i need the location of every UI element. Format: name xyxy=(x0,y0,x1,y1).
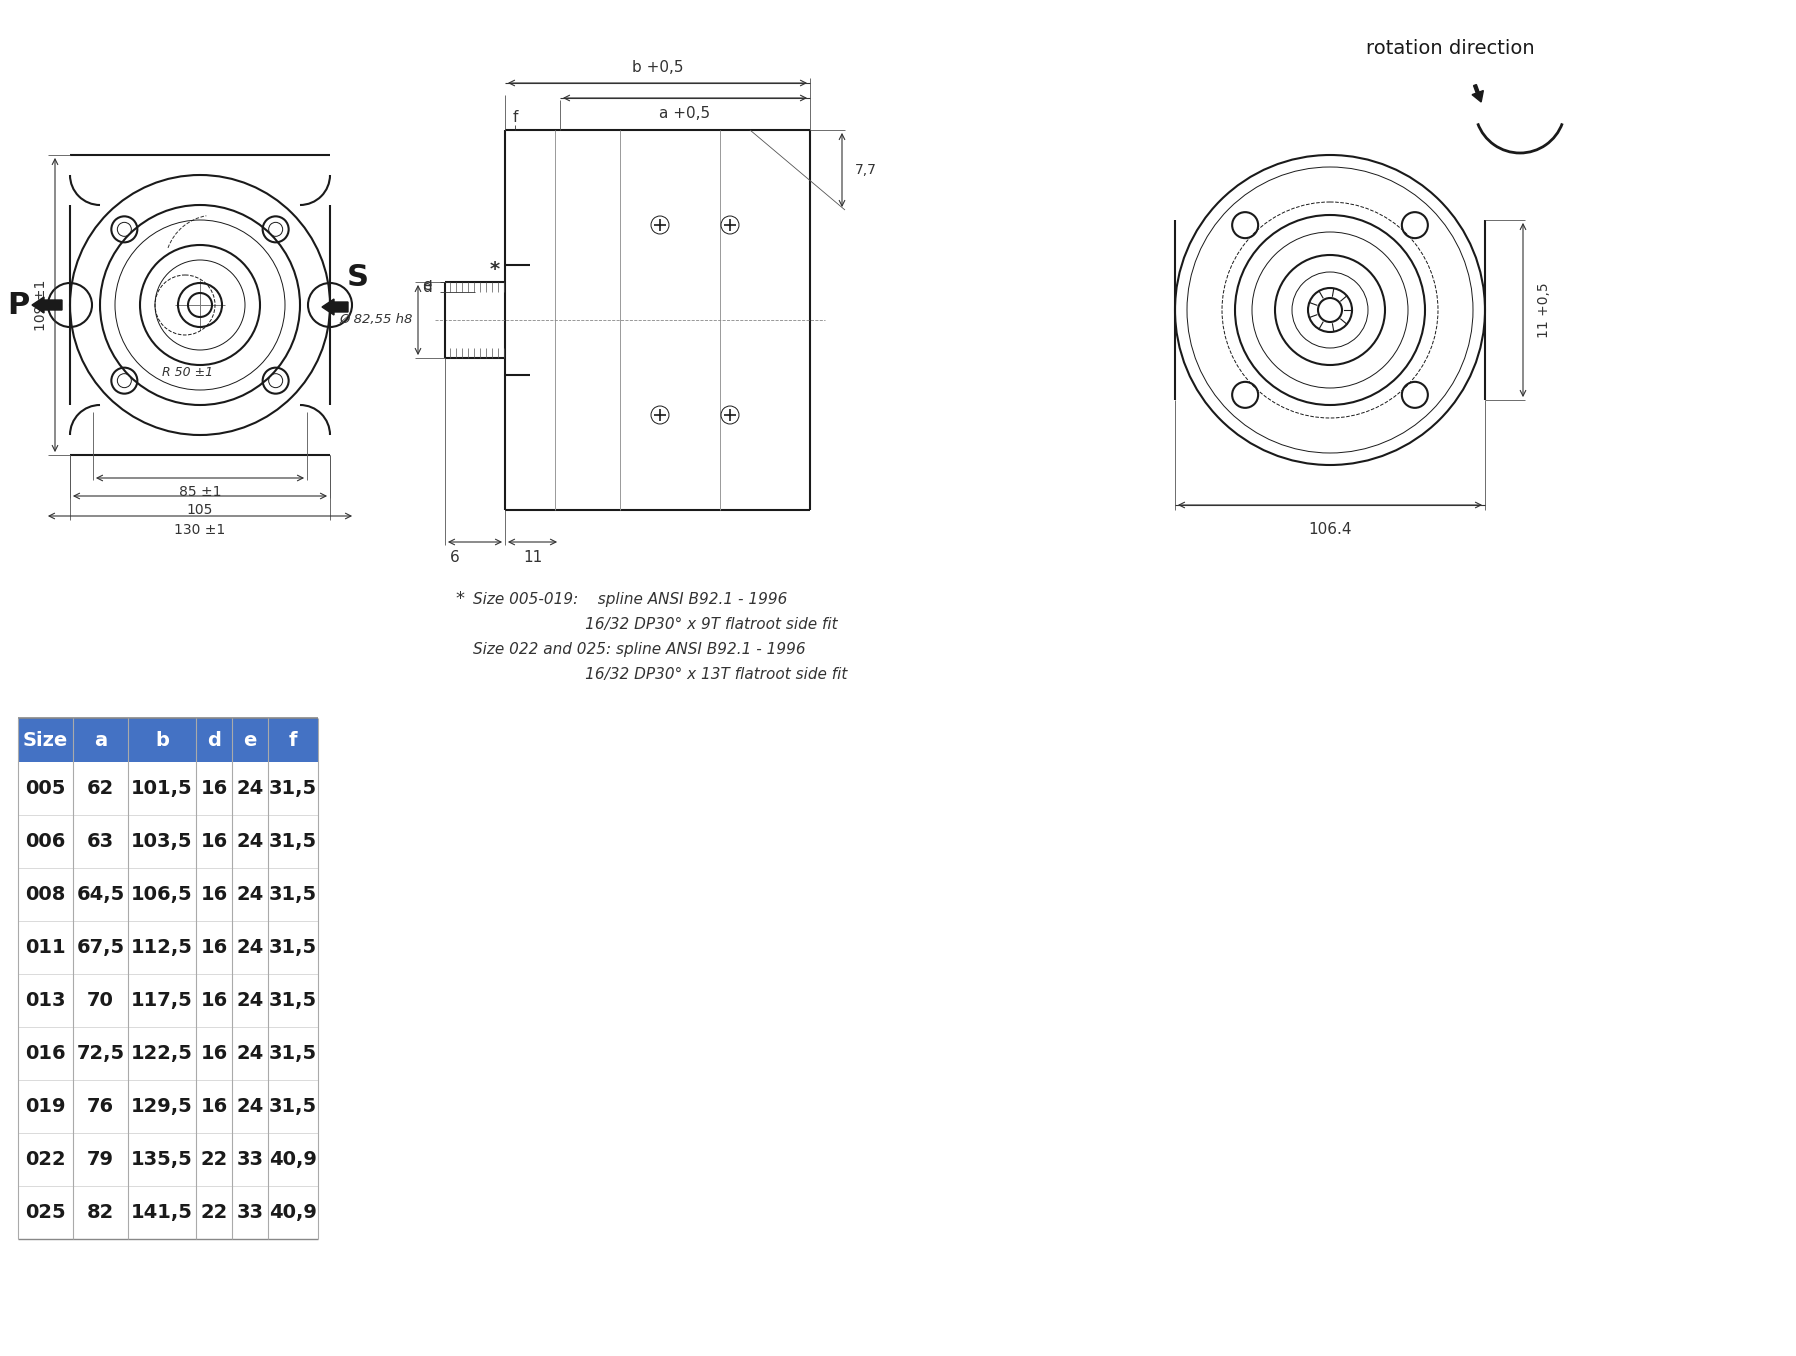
Text: *: * xyxy=(490,260,499,279)
Text: 16: 16 xyxy=(201,778,228,797)
Text: 79: 79 xyxy=(86,1150,113,1169)
Text: 24: 24 xyxy=(237,885,264,904)
Text: 011: 011 xyxy=(25,938,66,957)
Text: 16: 16 xyxy=(201,885,228,904)
Text: 16: 16 xyxy=(201,833,228,852)
Text: 24: 24 xyxy=(237,1097,264,1116)
Text: 24: 24 xyxy=(237,778,264,797)
Text: e: e xyxy=(242,731,257,750)
Text: 70: 70 xyxy=(86,991,113,1010)
Text: a: a xyxy=(93,731,108,750)
Bar xyxy=(268,717,318,762)
Text: Size 005-019:    spline ANSI B92.1 - 1996: Size 005-019: spline ANSI B92.1 - 1996 xyxy=(472,593,787,607)
Text: 33: 33 xyxy=(237,1203,264,1222)
Text: 40,9: 40,9 xyxy=(269,1150,316,1169)
FancyArrow shape xyxy=(32,297,63,313)
FancyArrow shape xyxy=(321,300,348,315)
Text: 82: 82 xyxy=(86,1203,115,1222)
Text: 16/32 DP30° x 13T flatroot side fit: 16/32 DP30° x 13T flatroot side fit xyxy=(472,667,848,682)
Text: 103,5: 103,5 xyxy=(131,833,192,852)
Text: Size: Size xyxy=(23,731,68,750)
Text: 106,5: 106,5 xyxy=(131,885,192,904)
Text: 76: 76 xyxy=(86,1097,115,1116)
Text: 67,5: 67,5 xyxy=(77,938,124,957)
Text: d: d xyxy=(207,731,221,750)
Text: b +0,5: b +0,5 xyxy=(632,61,682,76)
Text: 85 ±1: 85 ±1 xyxy=(180,485,221,499)
Text: 40,9: 40,9 xyxy=(269,1203,316,1222)
Text: 16: 16 xyxy=(201,991,228,1010)
Text: 24: 24 xyxy=(237,833,264,852)
Text: 11 +0,5: 11 +0,5 xyxy=(1537,282,1552,338)
Text: 022: 022 xyxy=(25,1150,66,1169)
Text: 013: 013 xyxy=(25,991,66,1010)
Text: 16: 16 xyxy=(201,1044,228,1063)
Text: 141,5: 141,5 xyxy=(131,1203,192,1222)
Text: 31,5: 31,5 xyxy=(269,885,318,904)
Text: *: * xyxy=(454,590,463,607)
Text: 11: 11 xyxy=(523,549,542,564)
Text: d: d xyxy=(422,281,431,296)
Text: 33: 33 xyxy=(237,1150,264,1169)
Text: 019: 019 xyxy=(25,1097,66,1116)
Text: 016: 016 xyxy=(25,1044,66,1063)
Text: 31,5: 31,5 xyxy=(269,1044,318,1063)
Text: R 50 ±1: R 50 ±1 xyxy=(162,366,214,380)
Text: 130 ±1: 130 ±1 xyxy=(174,523,226,537)
Text: 025: 025 xyxy=(25,1203,66,1222)
Text: 109 ±1: 109 ±1 xyxy=(34,279,48,331)
Text: 122,5: 122,5 xyxy=(131,1044,192,1063)
Text: 63: 63 xyxy=(86,833,115,852)
FancyArrow shape xyxy=(1473,84,1483,102)
Text: rotation direction: rotation direction xyxy=(1365,38,1534,57)
Bar xyxy=(74,717,128,762)
Text: e: e xyxy=(422,278,431,293)
Text: 22: 22 xyxy=(201,1150,228,1169)
Text: 64,5: 64,5 xyxy=(77,885,124,904)
Text: Size 022 and 025: spline ANSI B92.1 - 1996: Size 022 and 025: spline ANSI B92.1 - 19… xyxy=(472,641,806,658)
Text: 006: 006 xyxy=(25,833,66,852)
Text: 008: 008 xyxy=(25,885,66,904)
Text: 101,5: 101,5 xyxy=(131,778,192,797)
Text: 31,5: 31,5 xyxy=(269,833,318,852)
Text: 105: 105 xyxy=(187,503,214,517)
Text: 24: 24 xyxy=(237,938,264,957)
Bar xyxy=(232,717,268,762)
Text: a +0,5: a +0,5 xyxy=(659,107,711,122)
Text: 129,5: 129,5 xyxy=(131,1097,192,1116)
Text: 31,5: 31,5 xyxy=(269,938,318,957)
Text: 112,5: 112,5 xyxy=(131,938,192,957)
Text: S: S xyxy=(347,263,368,292)
Text: 31,5: 31,5 xyxy=(269,778,318,797)
Text: b: b xyxy=(154,731,169,750)
Text: 117,5: 117,5 xyxy=(131,991,192,1010)
Text: 24: 24 xyxy=(237,1044,264,1063)
Bar xyxy=(196,717,232,762)
Text: 22: 22 xyxy=(201,1203,228,1222)
Bar xyxy=(128,717,196,762)
Text: 31,5: 31,5 xyxy=(269,1097,318,1116)
Text: 005: 005 xyxy=(25,778,66,797)
Text: 135,5: 135,5 xyxy=(131,1150,192,1169)
Text: P: P xyxy=(7,290,29,320)
Text: 16: 16 xyxy=(201,1097,228,1116)
Text: 24: 24 xyxy=(237,991,264,1010)
Text: f: f xyxy=(289,731,298,750)
Text: 16/32 DP30° x 9T flatroot side fit: 16/32 DP30° x 9T flatroot side fit xyxy=(472,617,837,632)
Text: 16: 16 xyxy=(201,938,228,957)
Text: 6: 6 xyxy=(451,549,460,564)
Text: f: f xyxy=(512,110,517,126)
Text: 62: 62 xyxy=(86,778,115,797)
Bar xyxy=(18,717,74,762)
Text: 72,5: 72,5 xyxy=(77,1044,124,1063)
Text: 31,5: 31,5 xyxy=(269,991,318,1010)
Text: Ø 82,55 h8: Ø 82,55 h8 xyxy=(339,313,413,327)
Text: 106.4: 106.4 xyxy=(1307,522,1352,537)
Text: 7,7: 7,7 xyxy=(855,163,876,178)
